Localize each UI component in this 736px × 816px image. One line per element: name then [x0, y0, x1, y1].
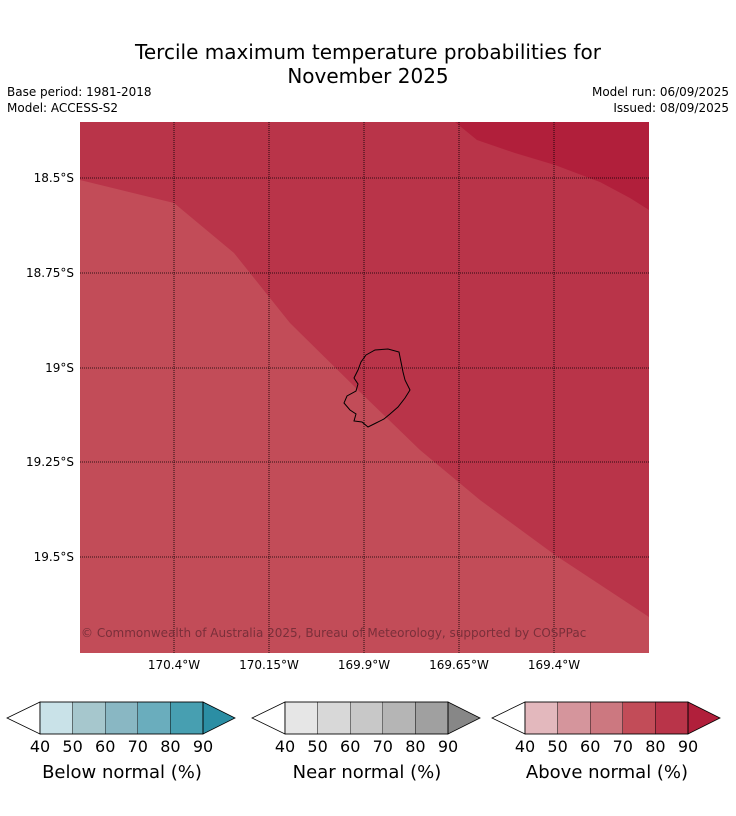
colorbar-over-arrow — [687, 701, 721, 735]
colorbar-swatches — [251, 701, 481, 735]
colorbar-tick: 60 — [95, 737, 116, 756]
colorbar-swatch — [524, 701, 558, 735]
colorbar-swatch — [382, 701, 416, 735]
copyright-notice: © Commonwealth of Australia 2025, Bureau… — [81, 626, 587, 640]
lat-label: 19°S — [45, 361, 74, 375]
lon-label: 170.15°W — [239, 658, 299, 672]
colorbar-above-normal: 40 50 60 70 80 90 Above normal (%) — [491, 700, 723, 783]
colorbar-swatch — [655, 701, 689, 735]
lon-label: 170.4°W — [147, 658, 201, 672]
colorbar-swatches — [491, 701, 721, 735]
colorbar-tick: 50 — [307, 737, 328, 756]
colorbar-below-normal: 40 50 60 70 80 90 Below normal (%) — [6, 700, 238, 783]
lat-label: 19.5°S — [33, 550, 74, 564]
colorbar-over-arrow — [202, 701, 236, 735]
chart-title-line1: Tercile maximum temperature probabilitie… — [135, 40, 601, 64]
colorbar-swatch — [589, 701, 623, 735]
colorbar-tick: 70 — [372, 737, 393, 756]
colorbar-label: Below normal (%) — [42, 762, 202, 783]
colorbar-swatch — [170, 701, 204, 735]
colorbar-tick: 90 — [677, 737, 699, 756]
colorbar-swatch — [622, 701, 656, 735]
lat-label: 18.5°S — [33, 171, 74, 185]
colorbar-tick: 50 — [547, 737, 568, 756]
colorbar-tick: 50 — [62, 737, 83, 756]
colorbar-tick: 90 — [192, 737, 214, 756]
colorbar-swatch — [137, 701, 171, 735]
colorbar-under-arrow — [251, 701, 286, 735]
colorbar-outline — [284, 701, 449, 735]
colorbar-tick: 80 — [405, 737, 426, 756]
colorbar-under-arrow — [491, 701, 526, 735]
colorbar-swatches — [6, 701, 236, 735]
colorbar-tick: 90 — [437, 737, 459, 756]
colorbar-swatch — [317, 701, 351, 735]
colorbar-tick: 70 — [612, 737, 633, 756]
colorbar-near-normal: 40 50 60 70 80 90 Near normal (%) — [251, 700, 483, 783]
colorbar-label: Near normal (%) — [292, 762, 442, 783]
lon-label: 169.4°W — [527, 658, 581, 672]
colorbar-tick: 60 — [340, 737, 361, 756]
model-run: Model run: 06/09/2025 — [591, 85, 729, 99]
colorbar-tick: 80 — [160, 737, 181, 756]
colorbar-under-arrow — [6, 701, 41, 735]
colorbar-tick: 40 — [29, 737, 51, 756]
island-coastline — [343, 348, 411, 428]
colorbar-swatch — [72, 701, 106, 735]
colorbar-swatch — [104, 701, 138, 735]
region-above-70-80 — [80, 180, 649, 653]
lon-label: 169.9°W — [337, 658, 391, 672]
issued-date: Issued: 08/09/2025 — [613, 101, 729, 115]
model-name: Model: ACCESS-S2 — [7, 101, 119, 115]
colorbar-tick: 70 — [127, 737, 148, 756]
lat-label: 18.75°S — [26, 266, 74, 280]
gridlines — [80, 122, 649, 653]
colorbar-swatch — [349, 701, 383, 735]
colorbar-over-arrow — [447, 701, 481, 735]
region-above-90 — [455, 122, 649, 210]
colorbar-outline — [524, 701, 689, 735]
chart-title-line2: November 2025 — [287, 64, 449, 88]
colorbar-tick: 40 — [514, 737, 536, 756]
colorbar-swatch — [39, 701, 73, 735]
colorbar-swatch — [284, 701, 318, 735]
colorbar-tick: 40 — [274, 737, 296, 756]
colorbar-tick: 80 — [645, 737, 666, 756]
colorbar-swatch — [557, 701, 591, 735]
base-period: Base period: 1981-2018 — [7, 85, 152, 99]
colorbar-label: Above normal (%) — [525, 762, 689, 783]
map-fill-regions — [80, 122, 649, 653]
lat-label: 19.25°S — [26, 455, 74, 469]
colorbar-tick: 60 — [580, 737, 601, 756]
colorbar-outline — [39, 701, 204, 735]
colorbar-swatch — [415, 701, 449, 735]
lon-label: 169.65°W — [429, 658, 489, 672]
